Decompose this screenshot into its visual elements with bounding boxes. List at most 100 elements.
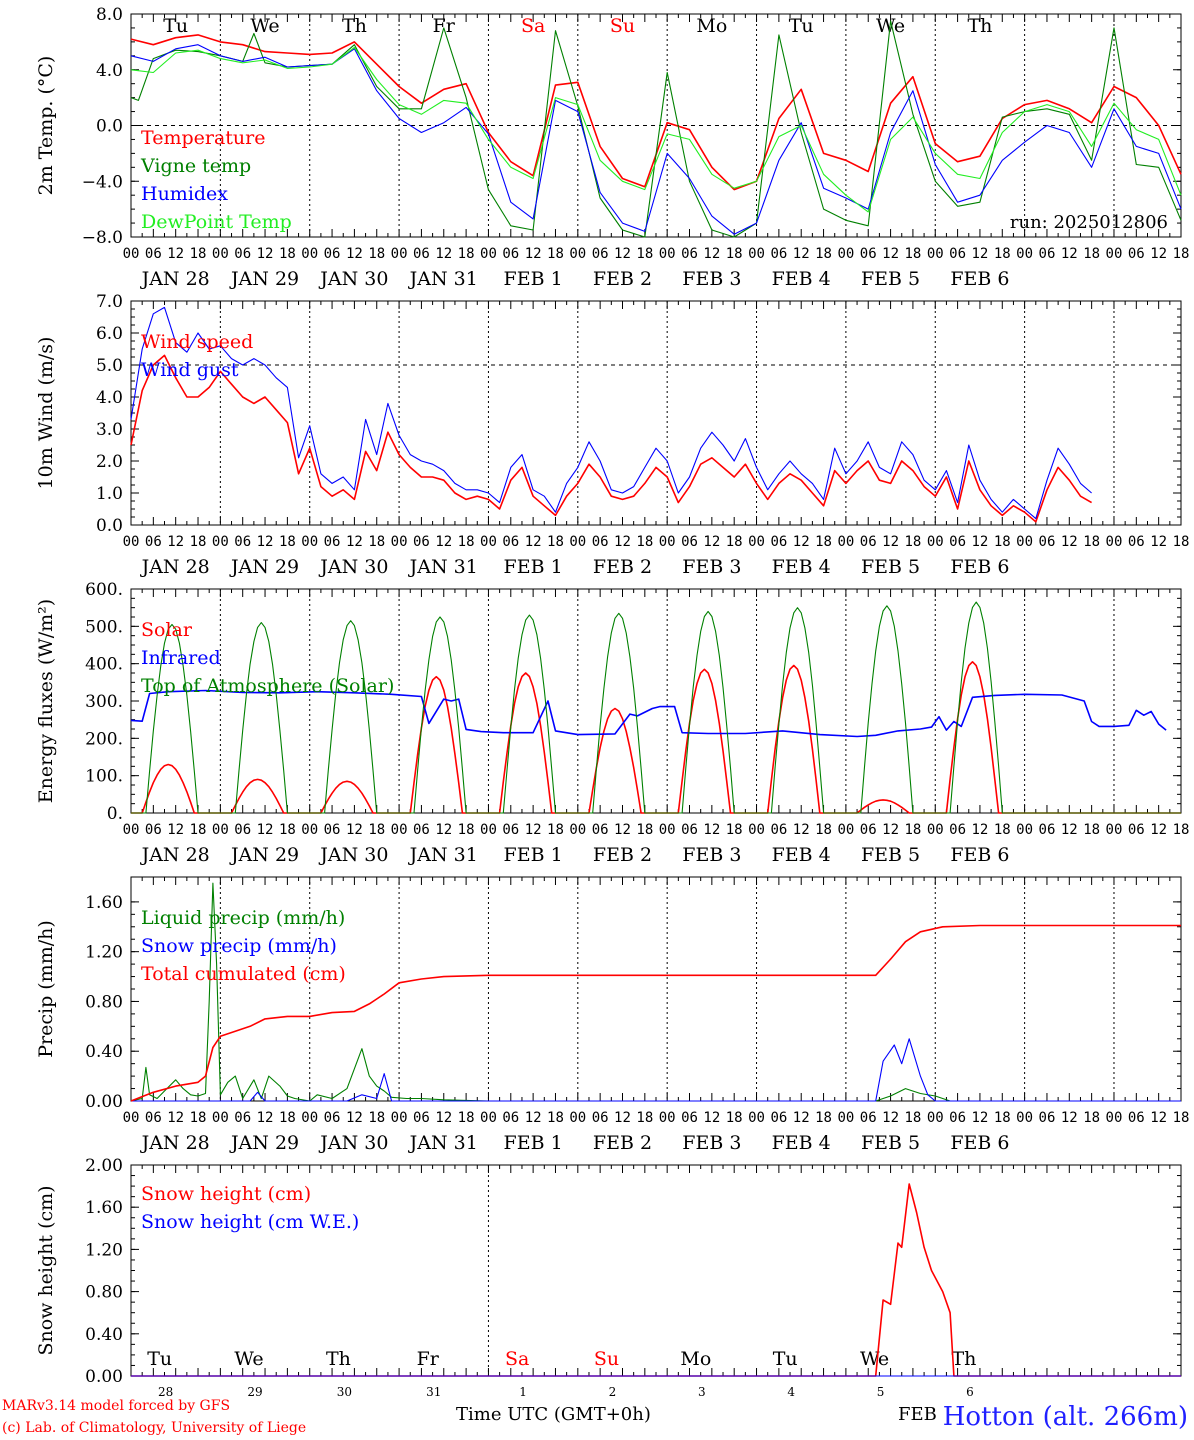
hour-label: 12 [346,534,363,550]
hour-label: 18 [815,822,832,838]
hour-label: 18 [994,822,1011,838]
hour-label: 12 [257,822,274,838]
series-line-wind-speed [130,354,1092,523]
model-credit: MARv3.14 model forced by GFS [2,1398,231,1414]
hour-label: 12 [435,534,452,550]
y-tick-label: 2.0 [96,452,123,472]
hour-label: 18 [636,1110,653,1126]
y-tick-label: 3.0 [96,420,123,440]
hour-label: 12 [793,822,810,838]
hour-label: 18 [994,534,1011,550]
hour-label: 00 [480,246,497,262]
date-label: FEB 2 [593,844,652,866]
hour-label: 06 [145,1110,162,1126]
date-label: FEB 5 [861,1132,920,1154]
series-line-wind-gust [130,306,1092,520]
plot-frame-temp [130,13,1182,238]
hour-label: 18 [547,822,564,838]
y-tick-label: −8.0 [82,228,123,248]
hour-label: 12 [525,246,542,262]
day-number-label: 6 [966,1385,974,1399]
hour-label: 00 [301,246,318,262]
date-label: FEB 3 [682,1132,741,1154]
hour-label: 18 [1173,822,1190,838]
hour-label: 06 [1128,1110,1145,1126]
hour-label: 06 [324,246,341,262]
hour-label: 12 [1061,246,1078,262]
series-line-snow-height-cm- [131,1183,1181,1377]
hour-label: 12 [1061,1110,1078,1126]
hour-label: 00 [301,1110,318,1126]
hour-label: 12 [1150,1110,1167,1126]
hour-label: 06 [502,246,519,262]
hour-label: 12 [972,246,989,262]
y-tick-label: 8.0 [96,5,123,25]
hour-label: 00 [569,246,586,262]
hour-label: 00 [301,822,318,838]
day-number-label: 30 [337,1385,352,1399]
date-label: JAN 31 [408,844,478,866]
hour-label: 06 [860,246,877,262]
date-label: JAN 31 [408,1132,478,1154]
hour-label: 06 [592,1110,609,1126]
hour-label: 00 [480,822,497,838]
hour-label: 06 [234,1110,251,1126]
hour-label: 06 [681,1110,698,1126]
date-label: JAN 28 [140,268,210,290]
hour-label: 18 [1083,534,1100,550]
day-number-label: 29 [247,1385,262,1399]
hour-label: 18 [636,534,653,550]
hour-label: 06 [1128,534,1145,550]
y-tick-label: 4.0 [96,388,123,408]
legend-entry: DewPoint Temp [141,211,292,233]
hour-label: 00 [569,1110,586,1126]
hour-label: 06 [592,822,609,838]
hour-label: 06 [324,822,341,838]
hour-label: 00 [391,1110,408,1126]
hour-label: 18 [904,822,921,838]
y-axis-label: Precip (mm/h) [35,920,57,1058]
hour-label: 18 [279,534,296,550]
hour-label: 06 [1128,246,1145,262]
hour-label: 00 [123,534,140,550]
y-tick-label: 0.0 [96,117,123,137]
hour-label: 00 [123,822,140,838]
hour-label: 18 [190,1110,207,1126]
y-tick-label: 1.0 [96,484,123,504]
hour-label: 00 [391,246,408,262]
hour-label: 06 [324,534,341,550]
legend-entry: Total cumulated (cm) [141,963,346,985]
legend-entry: Infrared [141,647,221,669]
legend-entry: Liquid precip (mm/h) [141,907,345,929]
hour-label: 12 [167,534,184,550]
hour-label: 18 [547,246,564,262]
weekday-label: Tu [789,15,814,37]
station-label: Hotton (alt. 266m) [942,1402,1188,1432]
hour-label: 18 [368,246,385,262]
hour-label: 18 [190,822,207,838]
y-tick-label: 0.40 [85,1325,123,1345]
hour-label: 06 [949,246,966,262]
hour-label: 12 [167,822,184,838]
day-number-label: 2 [609,1385,617,1399]
hour-label: 06 [681,822,698,838]
hour-label: 18 [547,534,564,550]
series-line-vigne-temp [130,20,1182,238]
legend-entry: Snow precip (mm/h) [141,935,337,957]
y-tick-label: 1.20 [85,1240,123,1260]
hour-label: 06 [1039,822,1056,838]
hour-label: 12 [346,822,363,838]
hour-label: 12 [882,534,899,550]
plot-frame-wind [130,300,1182,526]
weekday-label: We [250,15,279,37]
y-axis-label: Snow height (cm) [35,1185,57,1355]
legend-entry: Top of Atmosphere (Solar) [141,675,394,697]
hour-label: 00 [569,822,586,838]
hour-label: 00 [748,1110,765,1126]
hour-label: 06 [681,246,698,262]
hour-label: 18 [368,822,385,838]
hour-label: 00 [1016,246,1033,262]
hour-label: 00 [391,534,408,550]
hour-label: 12 [435,1110,452,1126]
hour-label: 00 [1106,246,1123,262]
